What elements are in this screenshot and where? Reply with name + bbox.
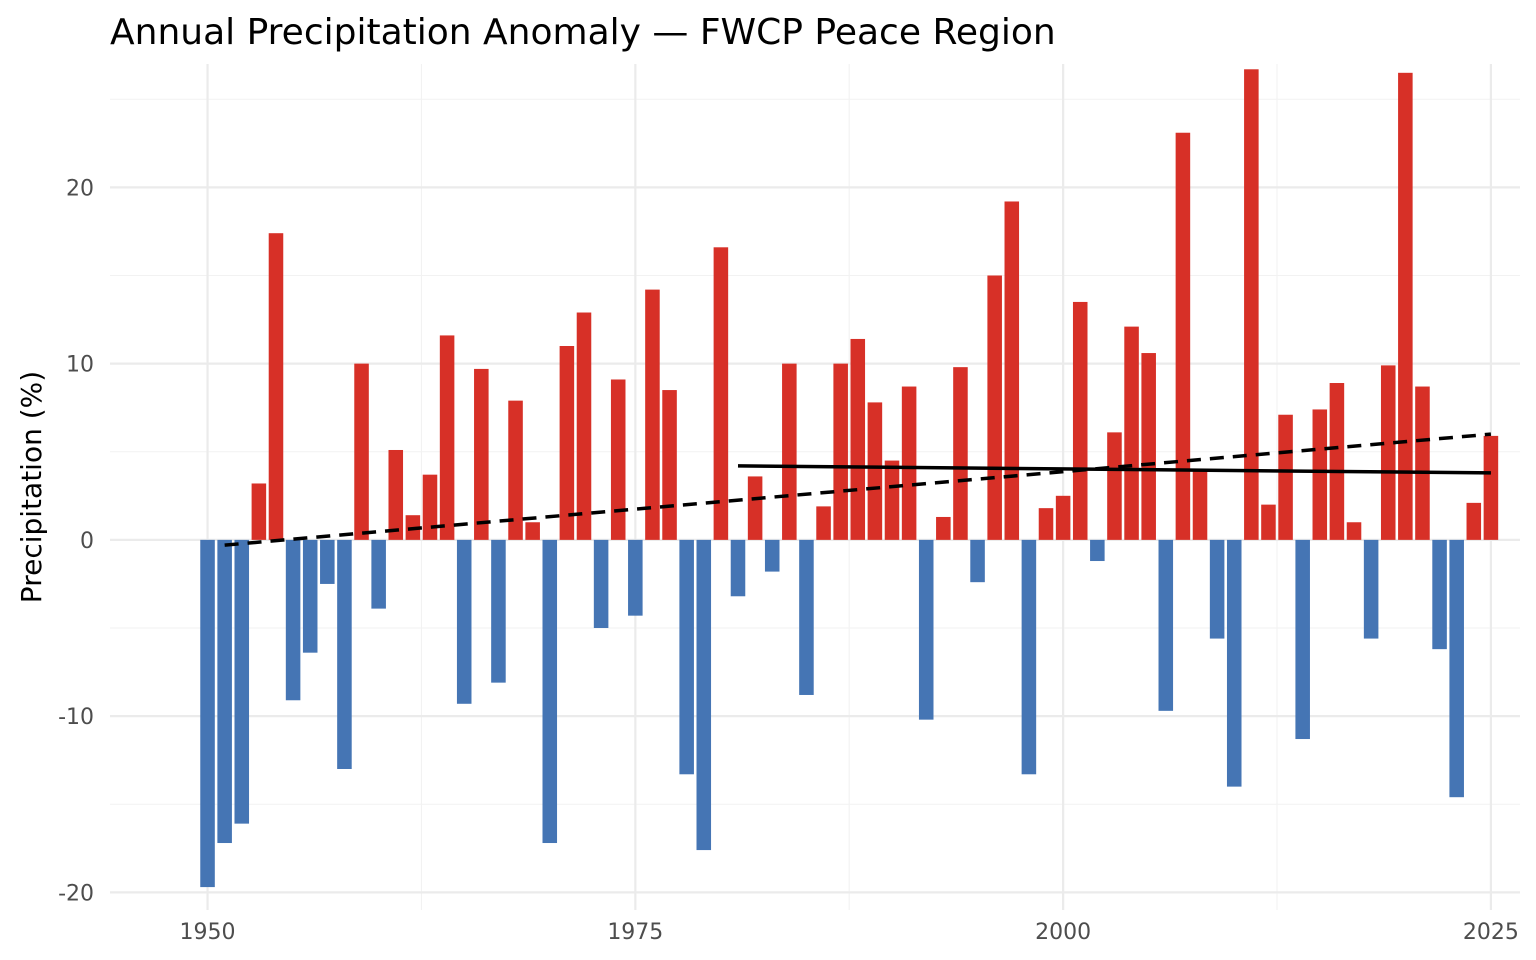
bar-2008 [1192,469,1208,540]
bar-1950 [200,539,215,888]
bar-2011 [1244,69,1259,540]
bar-1977 [662,390,677,540]
bar-1970 [542,539,558,844]
x-tick-label: 2025 [1463,920,1519,945]
bar-1971 [559,346,575,540]
bar-1985 [799,539,814,695]
bar-1957 [320,539,335,584]
y-tick-label: -10 [58,705,94,730]
bar-1958 [337,539,352,769]
bar-1994 [953,367,968,540]
x-tick-label: 1950 [180,920,236,945]
bar-1997 [1004,201,1020,540]
bar-1992 [918,539,934,720]
bar-1961 [388,449,404,540]
bar-1989 [867,402,883,540]
bar-1995 [970,539,985,583]
bar-1978 [679,539,694,775]
bar-1998 [1021,539,1037,775]
bar-1996 [987,275,1002,540]
bar-1964 [439,335,455,540]
bar-1966 [474,368,489,540]
bar-1976 [645,289,660,540]
bar-1999 [1038,508,1054,540]
bar-2010 [1226,539,1242,787]
bar-1952 [234,539,250,824]
bar-1972 [576,312,592,540]
y-tick-label: 10 [66,353,94,378]
bar-2007 [1175,132,1191,540]
trend-line-dashed [224,432,1492,547]
bar-1983 [764,539,780,572]
bar-2015 [1312,409,1328,540]
y-tick-label: 20 [66,176,94,201]
bar-2006 [1158,539,1174,711]
bar-2003 [1107,432,1122,540]
bar-1963 [422,474,438,540]
trend-lines [224,432,1492,547]
bar-1986 [816,506,831,540]
bar-1981 [730,539,746,597]
bar-1951 [217,539,232,844]
bar-2022 [1432,539,1447,650]
bar-2000 [1055,495,1071,540]
bar-2009 [1209,539,1225,639]
bars [200,69,1499,888]
bar-1988 [850,338,866,540]
bar-2016 [1329,383,1345,540]
bar-1984 [782,363,797,540]
tick-labels: 1950 1975 2000 2025 -20 -10 0 10 20 [58,176,1519,945]
y-axis-label: Precipitation (%) [15,371,48,603]
chart-title: Annual Precipitation Anomaly — FWCP Peac… [110,12,1056,53]
bar-1954 [268,233,284,540]
bar-1993 [936,516,951,540]
bar-1980 [713,247,729,540]
bar-2025 [1483,435,1499,540]
bar-1987 [833,363,848,540]
bar-1975 [628,539,643,616]
bar-2018 [1363,539,1379,639]
bar-2019 [1380,365,1396,540]
bar-2023 [1449,539,1464,798]
bar-1973 [593,539,609,628]
bar-1967 [491,539,506,683]
bar-1955 [285,539,301,701]
trend-line-solid [737,464,1491,475]
bar-2004 [1124,326,1139,540]
bar-2024 [1466,502,1482,540]
x-tick-label: 1975 [607,920,663,945]
bar-1982 [747,476,763,540]
bar-2021 [1415,386,1430,540]
grid [110,64,1520,910]
bar-2005 [1141,353,1156,540]
bar-1968 [508,400,523,540]
bar-1960 [371,539,386,609]
bar-1979 [696,539,712,851]
y-tick-label: -20 [58,881,94,906]
bar-1965 [456,539,472,704]
bar-1991 [901,386,917,540]
y-tick-label: 0 [80,529,94,554]
bar-1974 [610,379,626,540]
x-tick-label: 2000 [1035,920,1091,945]
bar-2014 [1295,539,1310,740]
bar-2017 [1346,522,1362,540]
bar-1959 [354,363,369,540]
bar-2012 [1261,504,1276,540]
bar-2002 [1090,539,1105,562]
bar-1969 [525,522,540,540]
bar-2013 [1278,414,1293,540]
bar-2020 [1398,72,1413,540]
bar-2001 [1072,301,1088,540]
bar-1953 [251,483,267,540]
bar-1956 [302,539,318,653]
bar-1990 [884,460,900,540]
